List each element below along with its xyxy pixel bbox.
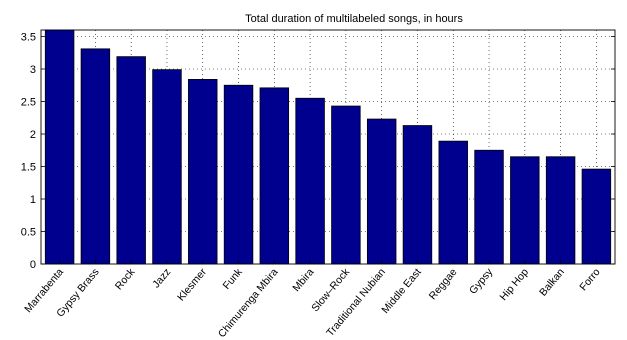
x-tick-label: Gypsy <box>467 266 496 297</box>
y-tick-label: 0 <box>30 259 36 271</box>
chart-title: Total duration of multilabeled songs, in… <box>245 13 463 25</box>
y-tick-label: 1 <box>30 194 36 206</box>
bar-klesmer <box>188 79 218 265</box>
x-tick-label: Reggae <box>427 266 460 302</box>
x-tick-label: Jazz <box>150 266 173 290</box>
bar-marrabenta <box>44 29 75 265</box>
plot-frame <box>40 29 616 265</box>
bar-slow-rock <box>331 105 361 265</box>
bar-middle-east <box>402 125 433 265</box>
x-tick-label: Hip Hop <box>498 266 532 303</box>
y-tick-label: 2.5 <box>21 97 36 109</box>
x-tick-label: Mbira <box>290 266 316 294</box>
x-tick-label: Klesmer <box>175 266 209 304</box>
bar-mbira <box>295 97 325 265</box>
y-tick-label: 0.5 <box>21 227 36 239</box>
y-axis-ticks: 0 0.5 1 1.5 2 2.5 3 3.5 <box>21 32 615 271</box>
bar-rock <box>116 56 146 265</box>
bar-reggae <box>438 140 468 265</box>
bar-chimurenga-mbira <box>259 87 290 265</box>
bars <box>44 29 612 265</box>
y-tick-label: 2 <box>30 129 36 141</box>
y-tick-label: 1.5 <box>21 162 36 174</box>
bar-forro <box>581 168 612 265</box>
bar-gypsy-brass <box>80 48 111 265</box>
bar-jazz <box>152 69 182 265</box>
bar-traditional-nubian <box>366 118 397 265</box>
x-tick-label: Rock <box>113 266 138 293</box>
axes <box>40 29 616 265</box>
x-tick-label: Balkan <box>537 266 567 298</box>
bar-funk <box>223 84 254 265</box>
y-tick-label: 3.5 <box>21 32 36 44</box>
bar-balkan <box>545 156 576 265</box>
x-tick-label: Forro <box>577 266 602 293</box>
bar-hip-hop <box>510 156 540 265</box>
y-tick-label: 3 <box>30 64 36 76</box>
bar-gypsy <box>474 149 504 265</box>
x-tick-label: Funk <box>221 266 246 292</box>
